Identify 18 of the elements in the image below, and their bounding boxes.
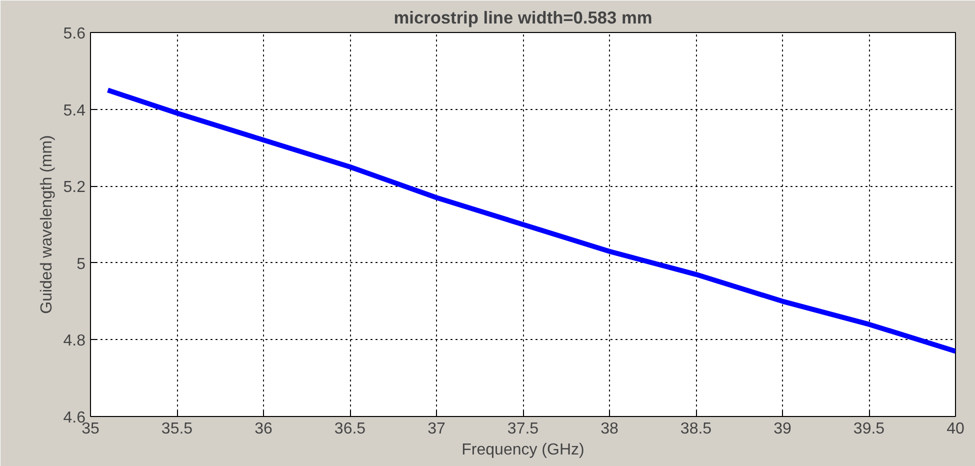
x-tick-label: 35.5 (161, 420, 193, 438)
y-axis-title: Guided wavelength (mm) (38, 135, 56, 314)
x-tick-label: 36 (254, 420, 272, 438)
x-tick-label: 38.5 (680, 420, 712, 438)
y-tick-label: 4.8 (63, 332, 86, 350)
x-tick-label: 39 (774, 420, 792, 438)
x-tick-label: 39.5 (853, 420, 885, 438)
x-tick-label: 37.5 (507, 420, 539, 438)
chart-title: microstrip line width=0.583 mm (394, 8, 652, 28)
y-tick-label: 5.4 (63, 102, 86, 120)
y-tick-label: 5 (76, 256, 86, 273)
x-tick-label: 38 (600, 420, 618, 438)
y-tick-label: 5.2 (63, 179, 86, 196)
x-tick-label: 36.5 (334, 420, 366, 438)
x-tick-label: 37 (428, 420, 446, 438)
x-tick-label: 40 (946, 420, 964, 438)
y-tick-label: 5.6 (63, 26, 86, 42)
x-axis-title: Frequency (GHz) (462, 442, 584, 458)
